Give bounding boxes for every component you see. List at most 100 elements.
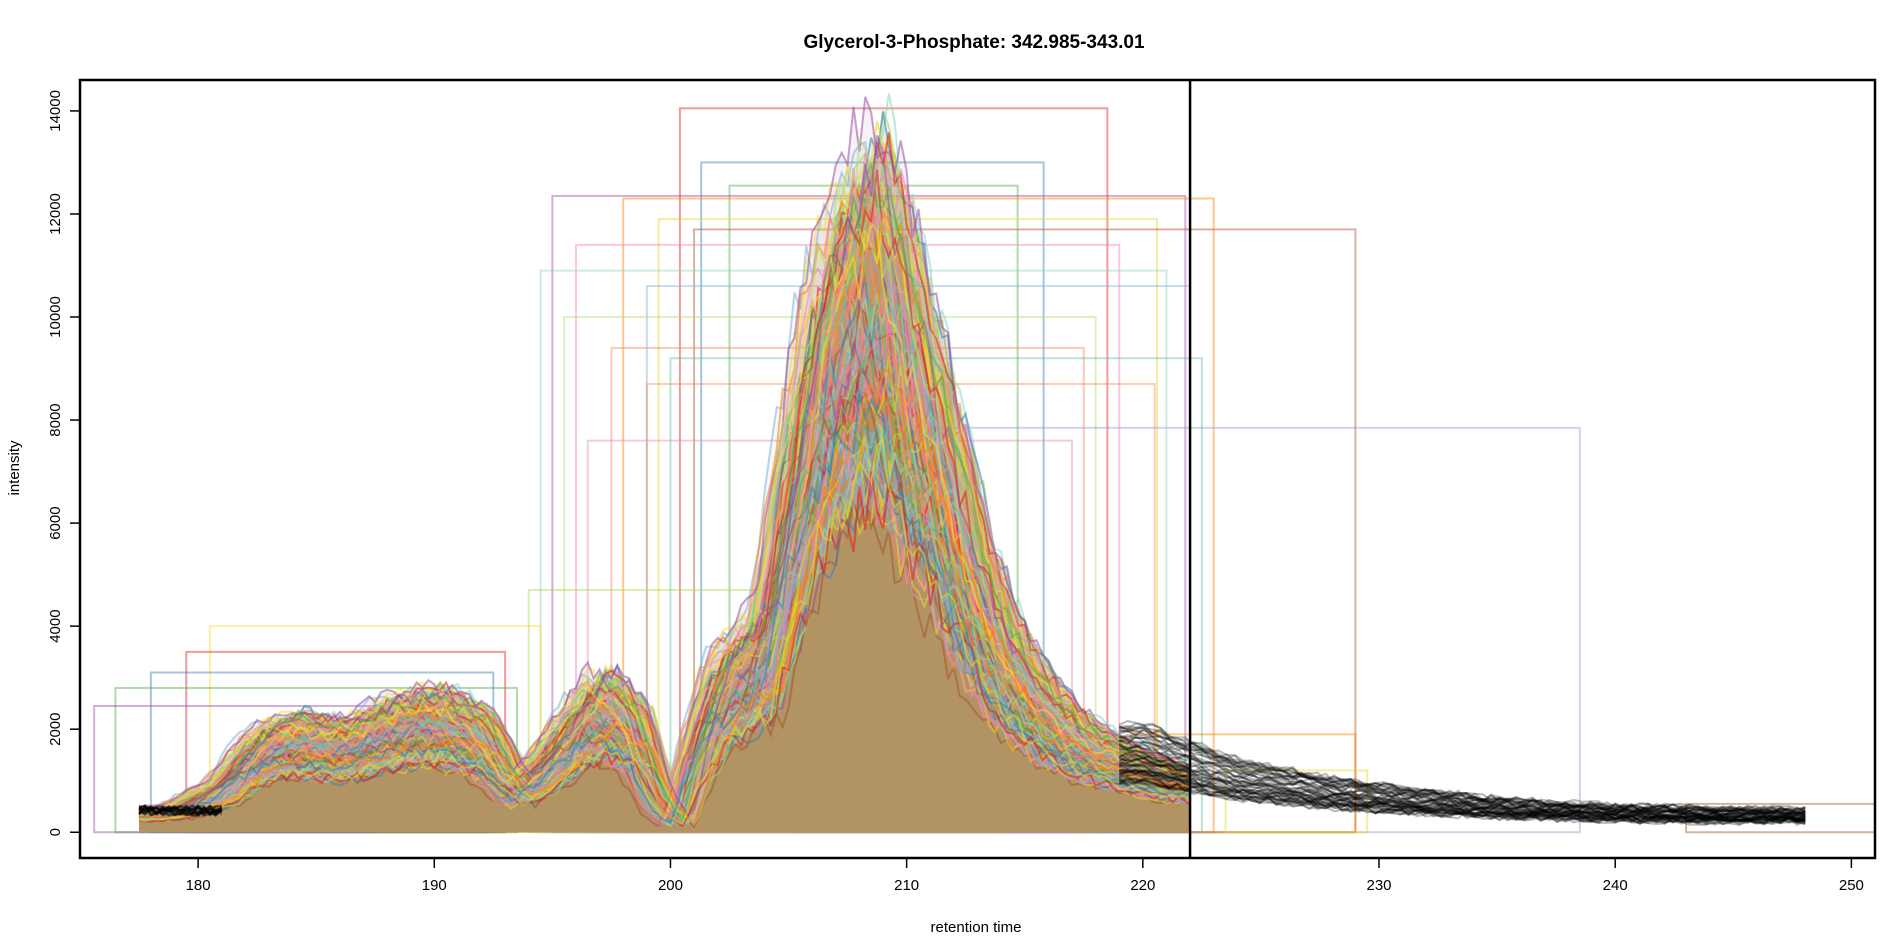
peak-fill xyxy=(139,274,1191,833)
y-axis: 0 2000 4000 6000 8000 10000 12000 14000 xyxy=(47,90,81,836)
peak-fill xyxy=(139,139,1191,833)
baseline-trace xyxy=(138,804,222,817)
y-axis-label: intensity xyxy=(6,440,23,496)
peak-fill xyxy=(139,186,1191,833)
baseline-trace xyxy=(138,804,223,817)
y-tick-label: 10000 xyxy=(47,296,64,338)
baseline-trace xyxy=(138,804,222,816)
chromatogram-trace xyxy=(138,438,1191,826)
baseline-trace xyxy=(1118,735,1806,817)
x-tick-label: 240 xyxy=(1603,877,1628,894)
baseline-trace xyxy=(1119,722,1806,815)
peak-fill xyxy=(139,476,1191,833)
baseline-trace xyxy=(1118,779,1806,826)
peak-window xyxy=(622,197,1215,834)
peak-fill xyxy=(139,471,1191,833)
peak-fill xyxy=(139,161,1191,833)
peak-fill xyxy=(139,415,1191,833)
peak-fill xyxy=(139,379,1191,833)
baseline-trace xyxy=(1119,776,1806,826)
peak-window xyxy=(678,107,1109,834)
baseline-trace xyxy=(1118,719,1806,815)
baseline-trace xyxy=(1118,750,1806,820)
peak-fill xyxy=(139,440,1191,833)
baseline-trace xyxy=(1119,734,1806,815)
peak-fill xyxy=(139,226,1191,833)
baseline-trace xyxy=(1119,777,1806,825)
baseline-trace xyxy=(1119,723,1806,813)
baseline-trace xyxy=(1119,745,1806,818)
baseline-trace xyxy=(138,805,222,814)
peak-fill xyxy=(139,163,1191,833)
baseline-trace xyxy=(1118,752,1806,821)
peak-fill xyxy=(139,249,1191,833)
baseline-trace xyxy=(1118,760,1806,822)
chromatogram-trace xyxy=(138,135,1191,817)
peak-fill xyxy=(139,341,1191,833)
baseline-trace xyxy=(1119,748,1806,819)
x-tick-label: 190 xyxy=(422,877,447,894)
chromatogram-trace xyxy=(138,162,1191,824)
baseline-trace xyxy=(138,804,222,816)
baseline-trace xyxy=(1119,757,1806,822)
peak-fill xyxy=(139,185,1191,833)
baseline-trace xyxy=(1119,767,1806,824)
peak-fill xyxy=(139,469,1191,833)
baseline-trace xyxy=(1118,775,1806,825)
peak-fill xyxy=(139,477,1191,833)
peak-fill xyxy=(139,416,1191,833)
baseline-trace xyxy=(1118,736,1806,817)
baseline-trace xyxy=(1118,729,1806,816)
peak-fill xyxy=(139,132,1191,833)
baseline-trace xyxy=(1119,729,1806,815)
baseline-trace xyxy=(138,803,223,817)
x-tick-label: 200 xyxy=(658,877,683,894)
baseline-trace xyxy=(1119,741,1806,817)
baseline-trace xyxy=(138,804,222,816)
y-tick-label: 12000 xyxy=(47,193,64,235)
baseline-trace xyxy=(1119,726,1806,812)
baseline-trace xyxy=(1119,763,1806,824)
x-axis-label: retention time xyxy=(931,919,1022,936)
x-axis: 180 190 200 210 220 230 240 250 xyxy=(186,857,1864,894)
peak-window xyxy=(1224,769,1369,834)
baseline-trace xyxy=(1119,769,1806,825)
peak-fill xyxy=(139,418,1191,833)
baseline-trace xyxy=(1118,768,1806,823)
baseline-trace xyxy=(1119,758,1806,821)
baseline-trace xyxy=(1119,776,1806,826)
peak-fill xyxy=(139,142,1191,833)
peak-fill xyxy=(139,248,1191,833)
peak-fill xyxy=(139,469,1191,833)
baseline-trace xyxy=(1119,770,1806,825)
x-tick-label: 230 xyxy=(1366,877,1391,894)
baseline-trace xyxy=(1118,735,1806,818)
peak-fill xyxy=(139,194,1191,833)
peak-fill xyxy=(139,394,1191,833)
baseline-trace xyxy=(138,806,223,817)
peak-fill xyxy=(139,152,1191,833)
x-tick-label: 220 xyxy=(1130,877,1155,894)
baseline-trace xyxy=(1119,763,1806,823)
y-tick-label: 4000 xyxy=(47,609,64,642)
chromatogram-trace xyxy=(138,393,1191,824)
chromatogram-trace xyxy=(138,421,1191,826)
y-tick-label: 0 xyxy=(47,828,64,836)
peak-fill xyxy=(139,393,1191,833)
baseline-trace xyxy=(1118,763,1806,823)
peak-fill xyxy=(139,434,1191,833)
y-tick-label: 6000 xyxy=(47,506,64,539)
chromatogram-trace xyxy=(138,218,1191,823)
baseline-trace xyxy=(138,804,223,817)
baseline-trace xyxy=(1118,768,1806,823)
baseline-trace xyxy=(1118,733,1806,816)
peak-fill xyxy=(139,428,1191,833)
baseline-trace xyxy=(138,804,223,817)
peak-fill xyxy=(139,450,1191,833)
peak-fill xyxy=(139,306,1191,833)
peak-fill xyxy=(139,421,1191,833)
peak-fill xyxy=(139,344,1191,833)
y-tick-label: 2000 xyxy=(47,713,64,746)
baseline-trace xyxy=(1118,778,1806,826)
peak-fill xyxy=(139,357,1191,833)
